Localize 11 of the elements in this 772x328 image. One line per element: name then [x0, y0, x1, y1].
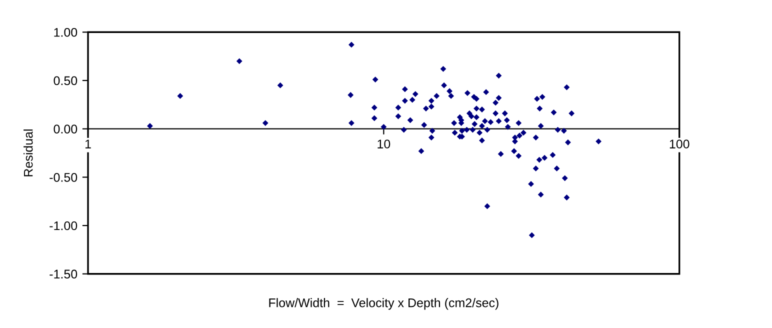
x-tick-label: 1	[85, 140, 91, 148]
x-tick-label: 100	[670, 140, 690, 148]
x-tick-label: 10	[378, 140, 390, 148]
y-axis-title: Residual	[24, 130, 33, 176]
y-tick-label: -1.50	[50, 270, 78, 279]
y-tick-label: 0.50	[54, 76, 78, 86]
y-tick-label: -0.50	[50, 172, 78, 182]
y-tick-label: 0.00	[54, 124, 78, 134]
x-axis-title: Flow/Width = Velocity x Depth (cm2/sec)	[269, 298, 498, 310]
y-tick-label: 1.00	[54, 28, 78, 37]
y-tick-label: -1.00	[50, 221, 78, 230]
